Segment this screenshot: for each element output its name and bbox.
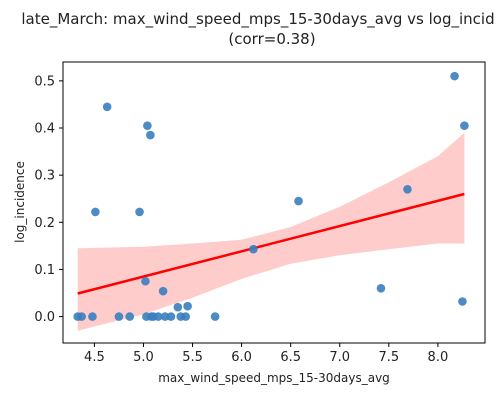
data-point: [114, 312, 124, 321]
data-point: [450, 71, 459, 81]
regression-line: [77, 192, 465, 295]
data-point: [125, 312, 135, 321]
x-tick-label: 6.5: [280, 350, 301, 365]
data-point: [181, 312, 190, 321]
x-axis-label: max_wind_speed_mps_15-30days_avg: [158, 371, 390, 385]
data-points-layer: [73, 71, 469, 321]
data-point: [249, 244, 258, 254]
y-tick-label: 0.2: [34, 216, 55, 231]
data-point: [160, 312, 170, 321]
data-point: [210, 312, 220, 321]
data-point: [166, 312, 176, 321]
y-tick-label: 0.3: [34, 169, 55, 184]
data-point: [143, 121, 152, 130]
x-tick-label: 5.0: [133, 350, 154, 365]
y-tick-label: 0.1: [34, 263, 55, 278]
data-point: [146, 130, 155, 140]
x-tick-label: 8.0: [428, 350, 449, 365]
x-tick-label: 7.5: [378, 350, 399, 365]
regression-line-layer: [77, 192, 465, 295]
data-point: [158, 286, 168, 296]
data-point: [141, 276, 150, 286]
y-tick-label: 0.5: [34, 74, 55, 89]
x-tick-label: 6.0: [231, 350, 252, 365]
x-tick-label: 4.5: [84, 350, 105, 365]
data-point: [153, 312, 163, 321]
chart-subtitle: (corr=0.38): [228, 30, 315, 48]
plot-frame: [62, 61, 486, 344]
data-point: [460, 121, 469, 130]
x-tick-label: 7.0: [329, 350, 350, 365]
data-point: [376, 284, 386, 293]
data-point: [102, 102, 112, 112]
confidence-band: [77, 132, 465, 331]
y-tick-label: 0.4: [34, 122, 55, 137]
data-point: [458, 297, 467, 306]
confidence-band-layer: [77, 132, 465, 331]
data-point: [294, 196, 303, 206]
x-tick-label: 5.5: [182, 350, 203, 365]
data-point: [173, 302, 183, 312]
y-axis-label: log_incidence: [13, 161, 27, 243]
data-point: [135, 207, 144, 217]
y-axis-ticks: 0.0 0.1 0.2 0.3 0.4 0.5: [34, 74, 63, 325]
data-point: [183, 301, 192, 311]
y-tick-label: 0.0: [34, 310, 55, 325]
x-axis-ticks: 4.5 5.0 5.5 6.0 6.5 7.0 7.5 8.0: [84, 343, 448, 365]
chart-title: late_March: max_wind_speed_mps_15-30days…: [21, 10, 494, 29]
data-point: [88, 312, 97, 321]
data-point: [77, 312, 86, 321]
data-point: [91, 207, 100, 217]
data-point: [403, 184, 412, 194]
